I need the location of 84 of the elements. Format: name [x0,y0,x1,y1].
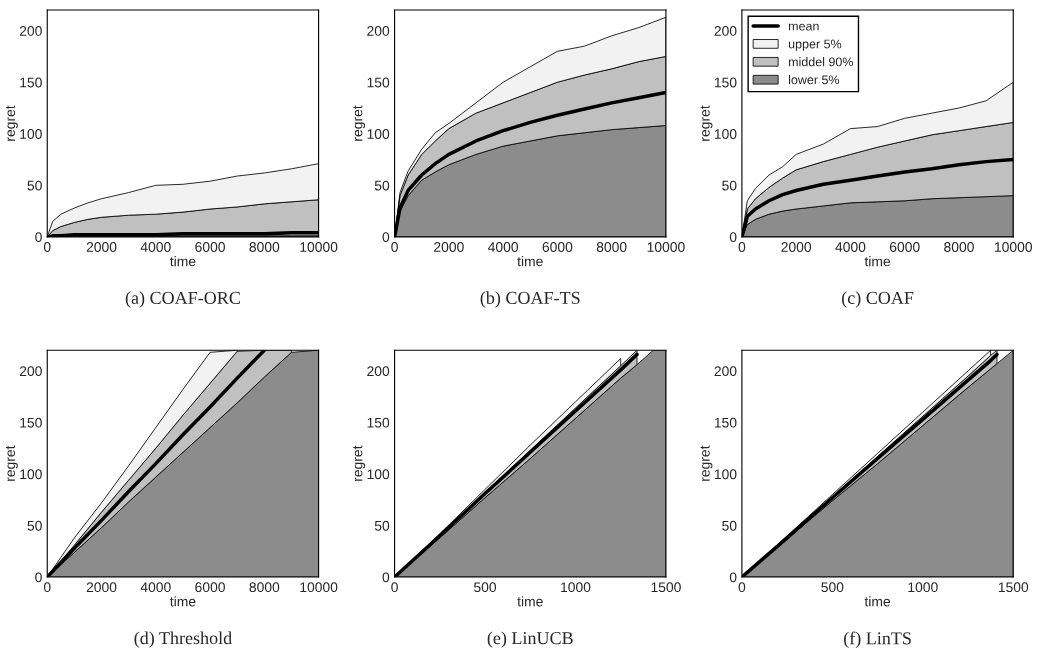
y-tick-label: 50 [374,180,390,191]
text: (b) COAF-TS [480,291,580,308]
y-tick-label: 0 [382,572,390,583]
x-axis-title: time [864,596,891,607]
y-tick-label: 150 [714,417,737,428]
x-axis-title: time [517,596,543,607]
y-tick-label: 150 [714,77,737,88]
text: (f) LinTS [844,631,911,649]
legend-label: lower 5% [788,75,840,85]
y-tick-label: 50 [722,180,737,191]
text: (d) Threshold [134,631,232,648]
y-tick-label: 50 [27,520,42,531]
y-tick-label: 200 [367,26,390,36]
x-tick-label: 10000 [647,242,685,252]
y-axis-title: regret [700,445,713,481]
y-tick-label: 50 [27,180,42,191]
x-axis-title: time [864,256,891,267]
x-tick-label: 4000 [140,582,171,593]
x-tick-label: 6000 [195,582,225,593]
y-tick-label: 100 [367,469,390,480]
y-tick-label: 100 [20,129,42,139]
y-tick-label: 100 [714,129,737,139]
x-tick-label: 6000 [195,242,225,252]
y-tick-label: 150 [20,417,42,428]
x-tick-label: 0 [738,242,746,252]
y-tick-label: 200 [19,26,42,36]
y-tick-label: 0 [729,572,737,583]
x-tick-label: 6000 [542,242,573,252]
x-tick-label: 1000 [561,582,591,593]
text: (c) COAF [842,291,914,308]
x-tick-label: 2000 [434,242,464,252]
text: (e) LinUCB [487,631,573,648]
y-tick-label: 100 [367,129,390,139]
legend-label: middel 90% [788,57,854,67]
y-tick-label: 0 [35,232,42,243]
x-axis-title: time [517,256,543,267]
x-tick-label: 8000 [596,242,627,252]
legend-label: upper 5% [788,39,842,51]
y-axis-title: regret [700,105,713,141]
x-tick-label: 10000 [300,242,338,252]
y-tick-label: 150 [367,77,390,88]
y-tick-label: 200 [19,366,42,377]
y-tick-label: 0 [729,232,737,243]
y-axis-title: regret [5,105,18,141]
x-axis-title: time [170,256,196,267]
y-tick-label: 0 [382,232,390,243]
y-tick-label: 200 [714,366,737,377]
x-tick-label: 8000 [249,582,280,593]
x-tick-label: 8000 [944,242,974,252]
x-tick-label: 2000 [781,242,812,252]
x-tick-label: 10000 [995,242,1033,252]
x-tick-label: 0 [391,582,398,593]
x-tick-label: 4000 [487,242,519,252]
y-tick-label: 50 [374,520,390,531]
x-tick-label: 500 [821,582,844,593]
x-tick-label: 0 [391,242,398,252]
y-tick-label: 50 [722,520,737,531]
y-tick-label: 200 [367,366,390,377]
y-tick-label: 150 [20,77,42,88]
y-axis-title: regret [353,105,366,141]
x-axis-title: time [170,596,196,607]
x-tick-label: 500 [474,582,497,593]
x-tick-label: 6000 [889,242,920,252]
legend-label: mean [788,23,819,31]
text: (a) COAF-ORC [125,291,240,308]
y-axis-title: regret [353,445,366,481]
y-tick-label: 100 [714,469,737,480]
y-tick-label: 200 [714,26,737,36]
y-tick-label: 150 [367,417,390,428]
y-tick-label: 100 [20,469,42,480]
x-tick-label: 1000 [908,582,938,593]
y-tick-label: 0 [35,572,42,583]
x-tick-label: 1500 [651,582,681,593]
x-tick-label: 8000 [249,242,280,252]
x-tick-label: 0 [738,582,746,593]
x-tick-label: 2000 [86,582,117,593]
x-tick-label: 4000 [835,242,866,252]
x-tick-label: 4000 [140,242,171,252]
x-tick-label: 1500 [998,582,1029,593]
x-tick-label: 0 [43,242,51,252]
x-tick-label: 0 [43,582,51,593]
x-tick-label: 2000 [86,242,117,252]
x-tick-label: 10000 [300,582,338,593]
y-axis-title: regret [5,445,18,481]
